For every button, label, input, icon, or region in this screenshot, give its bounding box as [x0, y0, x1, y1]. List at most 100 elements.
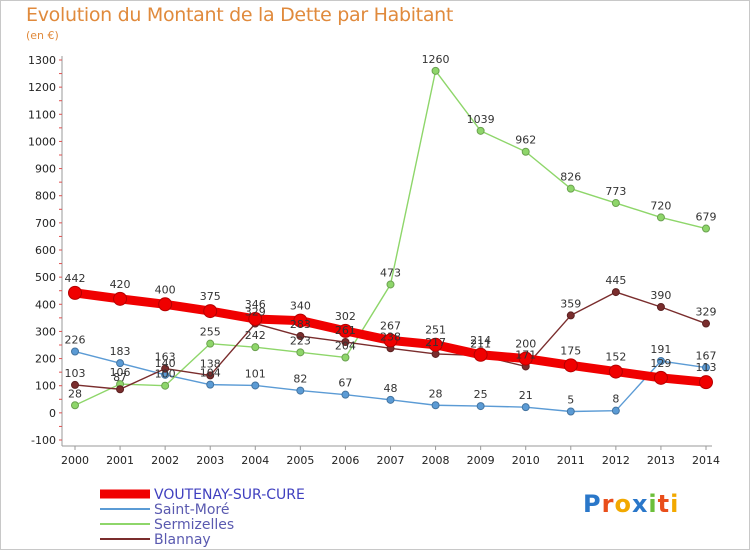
logo-letter: P	[583, 490, 602, 518]
data-point-voutenay-sur-cure	[699, 375, 713, 390]
data-label-voutenay-sur-cure: 267	[380, 319, 401, 332]
data-label-voutenay-sur-cure: 400	[155, 283, 176, 296]
legend-label: Blannay	[154, 532, 211, 548]
data-label-sermizelles: 962	[515, 134, 536, 147]
data-label-blannay: 163	[155, 351, 176, 364]
data-point-sermizelles	[206, 339, 215, 348]
data-label-saint-more: 104	[200, 367, 221, 380]
data-point-saint-more	[476, 402, 485, 411]
y-tick-label: 1100	[28, 108, 56, 121]
data-point-voutenay-sur-cure	[158, 297, 173, 312]
logo-letter: x	[631, 490, 649, 518]
data-point-sermizelles	[611, 199, 620, 208]
data-point-blannay	[161, 364, 170, 373]
data-label-saint-more: 183	[110, 345, 131, 358]
data-label-sermizelles: 1260	[422, 53, 450, 66]
data-label-sermizelles: 242	[245, 329, 266, 342]
data-label-voutenay-sur-cure: 200	[515, 338, 536, 351]
data-point-sermizelles	[71, 401, 79, 410]
data-point-saint-more	[611, 406, 620, 415]
x-tick-label: 2000	[61, 454, 89, 467]
x-tick-label: 2008	[422, 454, 450, 467]
x-tick-label: 2009	[467, 454, 495, 467]
data-point-saint-more	[71, 347, 79, 356]
data-point-saint-more	[431, 401, 440, 410]
x-tick-label: 2001	[106, 454, 134, 467]
data-point-sermizelles	[521, 147, 530, 156]
data-label-blannay: 171	[515, 348, 536, 361]
data-label-voutenay-sur-cure: 129	[650, 357, 671, 370]
y-tick-label: 0	[49, 407, 56, 420]
data-label-sermizelles: 255	[200, 326, 221, 339]
data-label-saint-more: 28	[429, 387, 443, 400]
logo-letter: r	[601, 490, 615, 518]
data-label-sermizelles: 28	[68, 387, 82, 400]
data-point-blannay	[71, 380, 79, 389]
data-point-blannay	[206, 371, 215, 380]
data-point-voutenay-sur-cure	[68, 285, 82, 300]
data-point-sermizelles	[161, 381, 170, 390]
data-point-sermizelles	[386, 280, 395, 289]
x-tick-label: 2007	[377, 454, 405, 467]
data-point-saint-more	[251, 381, 260, 390]
data-point-voutenay-sur-cure	[203, 304, 218, 319]
data-label-blannay: 238	[380, 330, 401, 343]
logo-letter: t	[657, 490, 671, 518]
data-point-saint-more	[521, 403, 530, 412]
data-point-voutenay-sur-cure	[518, 351, 533, 366]
data-point-blannay	[611, 288, 620, 297]
data-point-blannay	[341, 338, 350, 347]
data-point-saint-more	[116, 359, 125, 368]
y-tick-label: 1200	[28, 81, 56, 94]
data-label-sermizelles: 1039	[467, 113, 495, 126]
data-label-blannay: 390	[650, 289, 671, 302]
data-point-saint-more	[656, 357, 665, 366]
data-label-voutenay-sur-cure: 340	[290, 300, 311, 313]
data-label-voutenay-sur-cure: 175	[560, 344, 581, 357]
y-tick-label: 400	[35, 298, 56, 311]
data-point-sermizelles	[702, 224, 710, 233]
data-point-saint-more	[566, 407, 575, 416]
data-label-blannay: 138	[200, 357, 221, 370]
series-layer	[68, 66, 713, 416]
data-label-blannay: 329	[245, 306, 266, 319]
x-tick-label: 2005	[286, 454, 314, 467]
y-tick-label: 900	[35, 163, 56, 176]
chart-title: Evolution du Montant de la Dette par Hab…	[26, 4, 454, 26]
data-point-blannay	[656, 303, 665, 311]
data-label-saint-more: 82	[293, 373, 307, 386]
data-point-blannay	[566, 311, 575, 320]
data-label-blannay: 283	[290, 318, 311, 331]
data-label-voutenay-sur-cure: 420	[110, 278, 131, 291]
x-tick-label: 2011	[557, 454, 585, 467]
x-tick-label: 2002	[151, 454, 179, 467]
legend-label: VOUTENAY-SUR-CURE	[154, 487, 305, 503]
data-label-voutenay-sur-cure: 375	[200, 290, 221, 303]
data-point-voutenay-sur-cure	[113, 291, 128, 306]
y-tick-label: 1000	[28, 135, 56, 148]
data-label-voutenay-sur-cure: 346	[245, 298, 266, 311]
data-label-voutenay-sur-cure: 442	[65, 272, 86, 285]
data-point-sermizelles	[251, 343, 260, 352]
data-label-blannay: 87	[113, 371, 127, 384]
proxiti-logo: Proxiti	[583, 490, 679, 518]
data-point-voutenay-sur-cure	[248, 311, 263, 326]
data-label-saint-more: 67	[338, 377, 352, 390]
data-point-sermizelles	[566, 184, 575, 193]
logo-letter: i	[648, 490, 658, 518]
data-point-sermizelles	[431, 66, 440, 75]
data-label-blannay: 359	[560, 297, 581, 310]
data-label-saint-more: 167	[696, 350, 717, 363]
data-label-blannay: 261	[335, 324, 356, 337]
data-label-sermizelles: 773	[605, 185, 626, 198]
y-tick-label: 300	[35, 325, 56, 338]
data-point-voutenay-sur-cure	[563, 358, 578, 373]
data-label-voutenay-sur-cure: 214	[470, 334, 491, 347]
data-point-blannay	[116, 385, 125, 394]
data-label-voutenay-sur-cure: 152	[605, 351, 626, 364]
data-label-saint-more: 140	[155, 357, 176, 370]
data-point-sermizelles	[296, 348, 305, 357]
data-label-sermizelles: 826	[560, 171, 581, 184]
